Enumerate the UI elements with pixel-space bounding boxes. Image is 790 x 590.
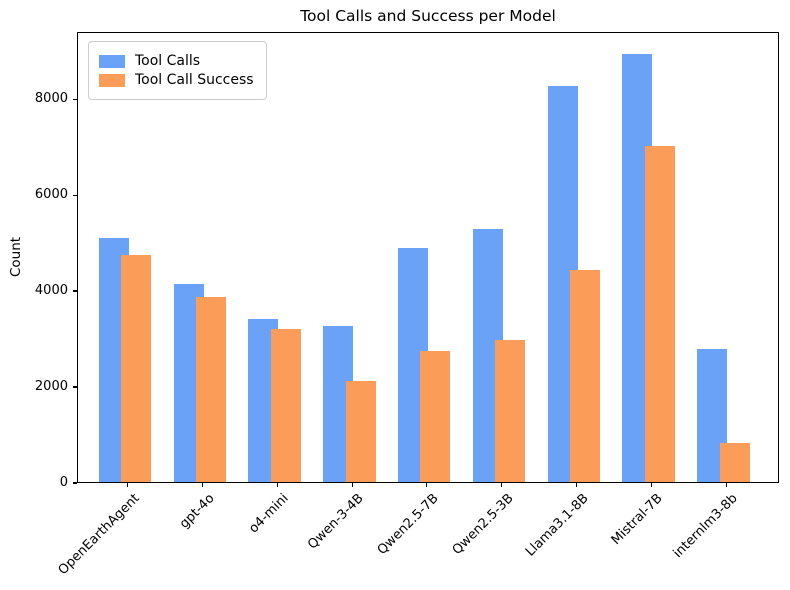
chart-title: Tool Calls and Success per Model xyxy=(300,7,556,25)
y-tick-label: 6000 xyxy=(34,187,68,203)
legend-item: Tool Calls xyxy=(99,53,254,69)
x-tick-label: Qwen2.5-7B xyxy=(374,491,442,558)
x-tick-mark xyxy=(501,483,503,487)
legend-item: Tool Call Success xyxy=(99,72,254,88)
x-tick-label: o4-mini xyxy=(246,491,292,537)
x-tick-mark xyxy=(351,483,353,487)
x-tick-mark xyxy=(276,483,278,487)
tool-call-success-bar xyxy=(719,442,750,482)
y-tick-mark xyxy=(73,386,77,388)
x-tick-label: Qwen-3-4B xyxy=(305,491,367,553)
tool-call-success-bar xyxy=(420,351,451,482)
tool-call-success-bar xyxy=(570,269,600,482)
x-tick-mark xyxy=(426,483,428,487)
x-tick-mark xyxy=(725,483,727,487)
plot-area: Tool Calls Tool Call Success xyxy=(77,32,779,483)
y-tick-mark xyxy=(73,194,77,196)
y-tick-label: 2000 xyxy=(34,379,68,395)
y-tick-label: 4000 xyxy=(34,283,68,299)
x-tick-label: Llama3.1-8B xyxy=(522,491,592,560)
legend-label: Tool Calls xyxy=(135,53,201,69)
tool-call-success-bar xyxy=(644,146,675,482)
x-tick-mark xyxy=(575,483,578,487)
tool-call-success-bar xyxy=(270,328,301,482)
tool-call-success-bar xyxy=(121,254,152,482)
legend-swatch xyxy=(99,73,125,87)
legend: Tool Calls Tool Call Success xyxy=(88,41,267,100)
x-tick-label: gpt-4o xyxy=(176,491,218,532)
y-tick-mark xyxy=(73,98,77,100)
y-tick-mark xyxy=(73,482,77,484)
y-tick-label: 8000 xyxy=(34,91,68,107)
x-tick-label: internlm3-8b xyxy=(670,491,741,562)
tool-call-success-bar xyxy=(345,380,376,482)
x-tick-label: Mistral-7B xyxy=(608,491,666,548)
x-tick-label: OpenEarthAgent xyxy=(55,491,143,579)
x-tick-mark xyxy=(201,483,204,487)
x-tick-mark xyxy=(127,483,129,487)
tool-call-success-bar xyxy=(495,339,526,482)
y-axis-label: Count xyxy=(8,236,24,278)
legend-swatch xyxy=(99,54,125,68)
tool-call-success-bar xyxy=(196,297,226,482)
y-tick-mark xyxy=(73,290,77,292)
x-tick-label: Qwen2.5-3B xyxy=(449,491,517,558)
x-tick-mark xyxy=(650,483,652,487)
y-tick-label: 0 xyxy=(59,475,68,490)
legend-label: Tool Call Success xyxy=(135,72,254,88)
